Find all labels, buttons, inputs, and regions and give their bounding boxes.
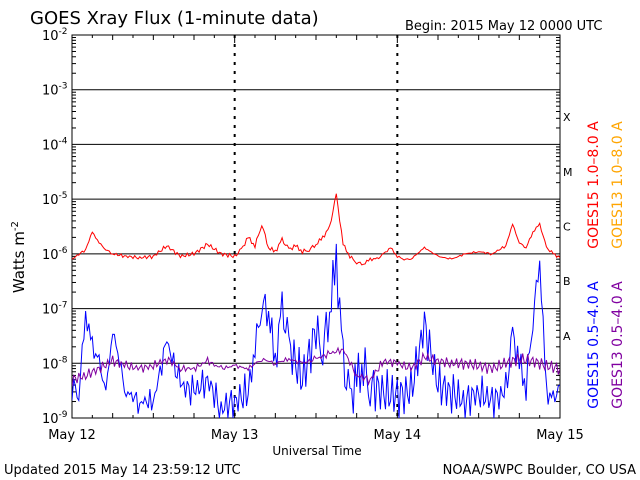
footer-updated: Updated 2015 May 14 23:59:12 UTC	[4, 463, 241, 478]
y-tick-label: 10-9	[42, 410, 68, 427]
series-label: GOES15 0.5–4.0 A	[586, 281, 602, 409]
series-label: GOES13 0.5–4.0 A	[610, 281, 626, 409]
y-axis-title: Watts m-2	[10, 221, 28, 293]
x-tick-label: May 15	[536, 428, 584, 443]
series-line	[72, 243, 560, 418]
plot-frame	[71, 34, 561, 419]
x-axis-title: Universal Time	[272, 444, 361, 458]
flare-class-b: B	[563, 275, 571, 288]
flare-class-c: C	[563, 221, 571, 234]
y-tick-label: 10-7	[42, 301, 68, 318]
y-tick-label: 10-4	[42, 136, 68, 153]
series-line	[72, 346, 560, 387]
y-tick-label: 10-8	[42, 355, 68, 372]
begin-label: Begin: 2015 May 12 0000 UTC	[405, 19, 602, 34]
x-tick-label: May 12	[48, 428, 96, 443]
y-tick-label: 10-3	[42, 82, 68, 99]
y-tick-label: 10-6	[42, 246, 68, 263]
footer-credit: NOAA/SWPC Boulder, CO USA	[443, 463, 636, 478]
series-label: GOES13 1.0–8.0 A	[610, 121, 626, 249]
chart-title: GOES Xray Flux (1-minute data)	[30, 8, 319, 29]
x-tick-label: May 13	[211, 428, 259, 443]
flare-class-m: M	[563, 166, 573, 179]
flare-class-x: X	[563, 111, 571, 124]
y-tick-label: 10-5	[42, 191, 68, 208]
flare-class-a: A	[563, 330, 571, 343]
series-line	[72, 193, 560, 266]
y-tick-label: 10-2	[42, 27, 68, 44]
series-label: GOES15 1.0–8.0 A	[586, 121, 602, 249]
x-tick-label: May 14	[374, 428, 422, 443]
